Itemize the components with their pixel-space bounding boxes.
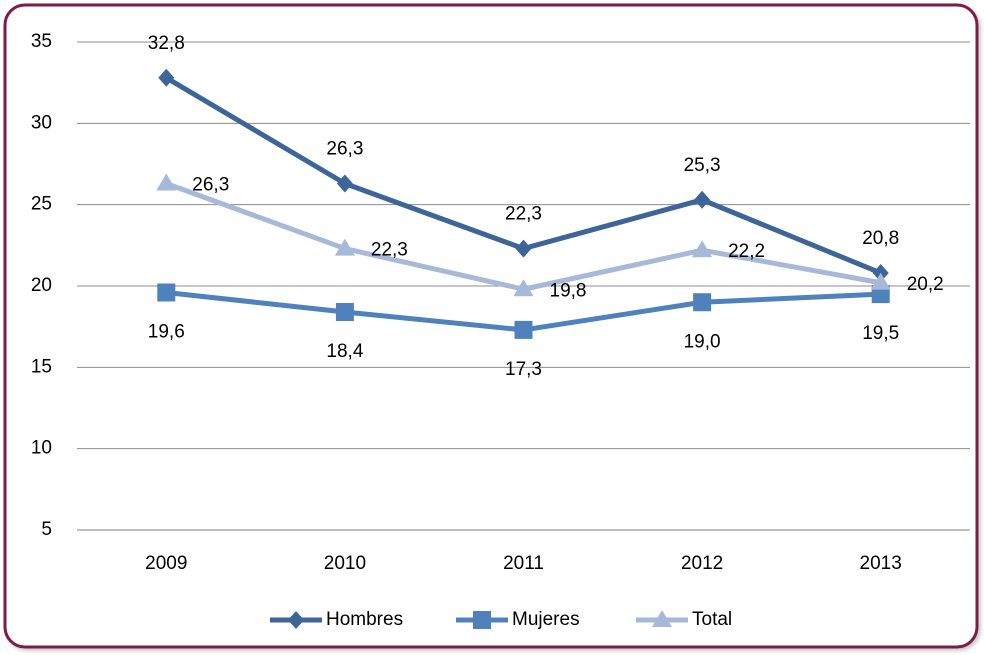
y-tick-label: 5 <box>41 519 52 540</box>
data-point <box>156 173 177 191</box>
y-tick-label: 10 <box>31 438 52 459</box>
data-label: 26,3 <box>326 139 363 160</box>
data-label: 19,8 <box>550 280 587 301</box>
data-point <box>694 190 711 209</box>
data-point <box>870 272 891 290</box>
legend-label: Mujeres <box>512 609 580 630</box>
y-tick-label: 15 <box>31 356 52 377</box>
x-tick-label: 2013 <box>860 553 902 574</box>
data-point <box>334 238 355 256</box>
data-point <box>158 68 175 87</box>
data-label: 26,3 <box>192 175 229 196</box>
data-label: 19,6 <box>148 322 185 343</box>
x-tick-label: 2009 <box>145 553 187 574</box>
legend-marker <box>473 611 491 629</box>
x-tick-label: 2012 <box>681 553 723 574</box>
legend-label: Hombres <box>326 609 403 630</box>
data-label: 18,4 <box>326 341 363 362</box>
y-tick-label: 30 <box>31 112 52 133</box>
data-point <box>515 239 532 258</box>
data-label: 32,8 <box>148 33 185 54</box>
data-point <box>157 283 176 302</box>
data-label: 22,2 <box>728 241 765 262</box>
y-tick-label: 35 <box>31 31 52 52</box>
x-tick-label: 2011 <box>503 553 544 574</box>
data-label: 17,3 <box>505 359 542 380</box>
data-point <box>513 279 534 297</box>
data-label: 19,5 <box>862 323 899 344</box>
legend-marker <box>652 610 672 627</box>
data-label: 22,3 <box>505 204 542 225</box>
data-label: 19,0 <box>684 331 721 352</box>
data-point <box>336 174 353 193</box>
data-point <box>693 293 712 312</box>
x-tick-label: 2010 <box>324 553 366 574</box>
data-label: 25,3 <box>684 155 721 176</box>
y-tick-label: 20 <box>31 275 52 296</box>
y-tick-label: 25 <box>31 194 52 215</box>
data-label: 22,3 <box>371 240 408 261</box>
data-label: 20,2 <box>907 274 944 295</box>
data-label: 20,8 <box>862 228 899 249</box>
data-point <box>692 240 713 258</box>
data-point <box>514 320 533 339</box>
data-point <box>335 303 354 322</box>
legend-label: Total <box>692 609 732 630</box>
legend-marker <box>288 611 304 629</box>
